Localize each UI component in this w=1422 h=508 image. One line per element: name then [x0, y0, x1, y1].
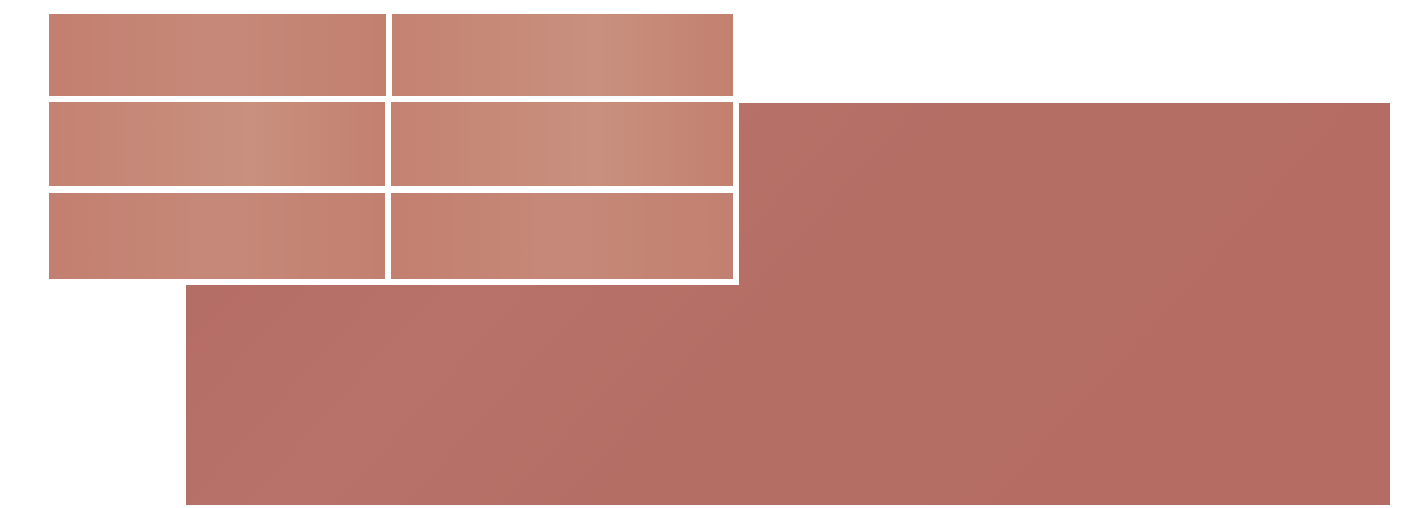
small-tile [49, 102, 385, 186]
small-tile [391, 102, 733, 186]
small-tile [391, 193, 733, 279]
small-tile [49, 193, 385, 279]
small-tile [49, 14, 386, 96]
small-tile [392, 14, 733, 96]
